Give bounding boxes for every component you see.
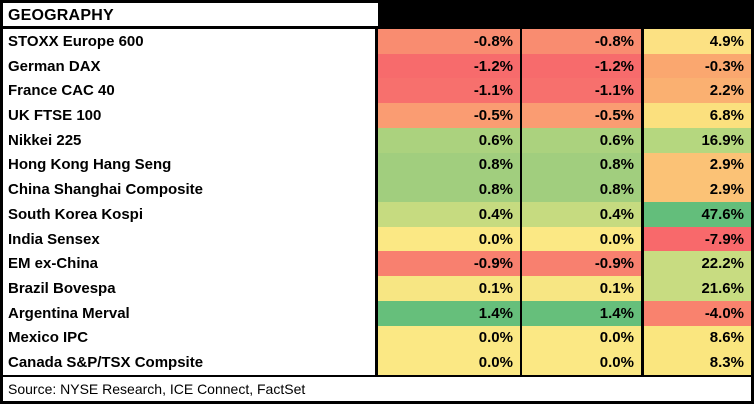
row-label: German DAX bbox=[3, 53, 378, 79]
heatmap-cell: 0.8% bbox=[520, 152, 641, 178]
heatmap-cell: 0.0% bbox=[378, 226, 520, 252]
heatmap-cell: 1.4% bbox=[378, 300, 520, 326]
heatmap-cell: 0.6% bbox=[520, 127, 641, 153]
heatmap-cell: 0.8% bbox=[378, 177, 520, 203]
row-label: Mexico IPC bbox=[3, 325, 378, 351]
heatmap-cell: -0.5% bbox=[378, 103, 520, 128]
heatmap-cell: 0.4% bbox=[520, 202, 641, 227]
heatmap-cell: -0.9% bbox=[520, 251, 641, 277]
heatmap-cell: 0.0% bbox=[378, 325, 520, 351]
heatmap-cell: 22.2% bbox=[641, 251, 751, 277]
row-label: EM ex-China bbox=[3, 251, 378, 277]
row-label: Hong Kong Hang Seng bbox=[3, 152, 378, 178]
table-row: South Korea Kospi 0.4% 0.4% 47.6% bbox=[3, 202, 751, 227]
heatmap-cell: 0.4% bbox=[378, 202, 520, 227]
row-label: Nikkei 225 bbox=[3, 127, 378, 153]
heatmap-cell: 21.6% bbox=[641, 276, 751, 301]
heatmap-cell: 1.4% bbox=[520, 300, 641, 326]
heatmap-cell: -0.8% bbox=[520, 29, 641, 54]
table-row: UK FTSE 100 -0.5% -0.5% 6.8% bbox=[3, 103, 751, 128]
table-title: GEOGRAPHY bbox=[3, 3, 378, 26]
heatmap-cell: 2.9% bbox=[641, 177, 751, 203]
table-row: Brazil Bovespa 0.1% 0.1% 21.6% bbox=[3, 276, 751, 301]
heatmap-cell: 0.1% bbox=[378, 276, 520, 301]
table-row: India Sensex 0.0% 0.0% -7.9% bbox=[3, 226, 751, 252]
table-row: Canada S&P/TSX Compsite 0.0% 0.0% 8.3% bbox=[3, 350, 751, 376]
heatmap-cell: 0.0% bbox=[520, 325, 641, 351]
heatmap-cell: 47.6% bbox=[641, 202, 751, 227]
heatmap-cell: 0.8% bbox=[520, 177, 641, 203]
heatmap-cell: -0.3% bbox=[641, 53, 751, 79]
row-label: STOXX Europe 600 bbox=[3, 29, 378, 54]
heatmap-cell: -0.5% bbox=[520, 103, 641, 128]
table-row: Nikkei 225 0.6% 0.6% 16.9% bbox=[3, 127, 751, 153]
heatmap-cell: 0.0% bbox=[520, 350, 641, 376]
row-label: South Korea Kospi bbox=[3, 202, 378, 227]
heatmap-cell: -0.9% bbox=[378, 251, 520, 277]
table-row: STOXX Europe 600 -0.8% -0.8% 4.9% bbox=[3, 29, 751, 54]
heatmap-cell: -1.2% bbox=[378, 53, 520, 79]
heatmap-cell: 4.9% bbox=[641, 29, 751, 54]
heatmap-cell: 0.1% bbox=[520, 276, 641, 301]
heatmap-cell: 6.8% bbox=[641, 103, 751, 128]
row-label: China Shanghai Composite bbox=[3, 177, 378, 203]
row-label: Argentina Merval bbox=[3, 300, 378, 326]
table-row: Argentina Merval 1.4% 1.4% -4.0% bbox=[3, 300, 751, 326]
heatmap-cell: 2.2% bbox=[641, 78, 751, 104]
heatmap-cell: -7.9% bbox=[641, 226, 751, 252]
row-label: UK FTSE 100 bbox=[3, 103, 378, 128]
heatmap-cell: 8.6% bbox=[641, 325, 751, 351]
heatmap-cell: 16.9% bbox=[641, 127, 751, 153]
heatmap-cell: 8.3% bbox=[641, 350, 751, 376]
row-label: Brazil Bovespa bbox=[3, 276, 378, 301]
table-row: Hong Kong Hang Seng 0.8% 0.8% 2.9% bbox=[3, 152, 751, 178]
table-body: STOXX Europe 600 -0.8% -0.8% 4.9% German DAX… bbox=[3, 29, 751, 376]
source-note: Source: NYSE Research, ICE Connect, Fact… bbox=[3, 375, 751, 401]
heatmap-cell: 0.6% bbox=[378, 127, 520, 153]
heatmap-cell: 0.8% bbox=[378, 152, 520, 178]
table-header-row: GEOGRAPHY bbox=[3, 3, 751, 29]
heatmap-cell: -4.0% bbox=[641, 300, 751, 326]
row-label: India Sensex bbox=[3, 226, 378, 252]
table-row: France CAC 40 -1.1% -1.1% 2.2% bbox=[3, 78, 751, 104]
row-label: Canada S&P/TSX Compsite bbox=[3, 350, 378, 376]
heatmap-cell: -1.2% bbox=[520, 53, 641, 79]
table-row: Mexico IPC 0.0% 0.0% 8.6% bbox=[3, 325, 751, 351]
heatmap-cell: -0.8% bbox=[378, 29, 520, 54]
heatmap-cell: -1.1% bbox=[378, 78, 520, 104]
heatmap-cell: -1.1% bbox=[520, 78, 641, 104]
row-label: France CAC 40 bbox=[3, 78, 378, 104]
heatmap-cell: 2.9% bbox=[641, 152, 751, 178]
redacted-column-headers bbox=[378, 3, 751, 26]
table-row: China Shanghai Composite 0.8% 0.8% 2.9% bbox=[3, 177, 751, 203]
table-row: EM ex-China -0.9% -0.9% 22.2% bbox=[3, 251, 751, 277]
heatmap-cell: 0.0% bbox=[378, 350, 520, 376]
heatmap-cell: 0.0% bbox=[520, 226, 641, 252]
table-row: German DAX -1.2% -1.2% -0.3% bbox=[3, 53, 751, 79]
